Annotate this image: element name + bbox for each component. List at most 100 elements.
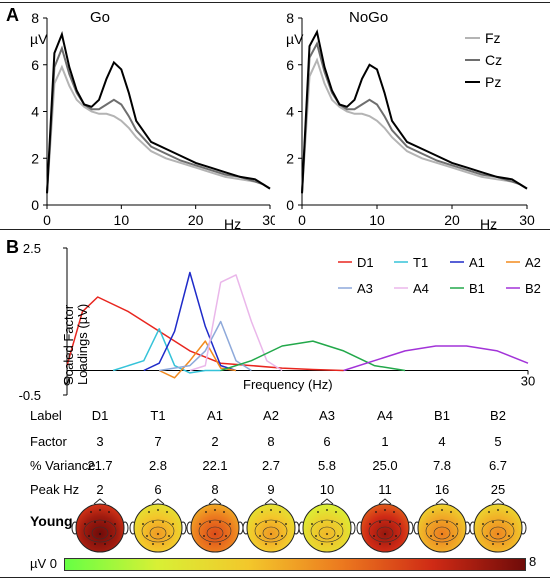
table-cell-peak: 9 bbox=[267, 482, 275, 497]
topomap-contour bbox=[481, 519, 515, 543]
topomap-electrode bbox=[219, 521, 221, 523]
table-cell-factor: 2 bbox=[211, 434, 219, 449]
factor-y-label: Scaled Factor Loadings (µV) bbox=[61, 301, 90, 385]
go-y-tick-label: 2 bbox=[31, 150, 39, 166]
topomap-head bbox=[133, 503, 183, 553]
table-cell-variance: 5.8 bbox=[317, 458, 337, 473]
topomap-electrode bbox=[393, 511, 395, 513]
topomap-electrode bbox=[162, 521, 164, 523]
legend-label-b2: B2 bbox=[525, 281, 541, 296]
topomap-electrode bbox=[432, 511, 434, 513]
table-cell-label: A3 bbox=[319, 408, 335, 423]
topomap-contour bbox=[376, 526, 394, 540]
go-y-tick-label: 8 bbox=[31, 10, 39, 26]
topomap-electrode bbox=[104, 543, 106, 545]
topomap-nose bbox=[491, 498, 505, 505]
table-row-label: Label D1 T1 A1 A2 A3 A4 B1 B2 bbox=[30, 408, 550, 430]
table-cell-peak: 2 bbox=[96, 482, 104, 497]
topomap-electrode bbox=[337, 535, 339, 537]
row-label-factor: Factor bbox=[30, 434, 67, 449]
topomap-electrode bbox=[492, 543, 494, 545]
topomap-electrode bbox=[441, 509, 443, 511]
table-cell-label: D1 bbox=[91, 408, 109, 423]
topomap-electrode bbox=[441, 533, 443, 535]
topomap-electrode bbox=[146, 535, 148, 537]
topomap-electrode bbox=[399, 523, 401, 525]
topomap-electrode bbox=[379, 521, 381, 523]
topomap-electrode bbox=[104, 521, 106, 523]
go-x-tick-label: 30 bbox=[262, 212, 275, 228]
legend-label-d1: D1 bbox=[357, 255, 374, 270]
legend-label-pz: Pz bbox=[485, 74, 501, 90]
topomap-electrode bbox=[203, 535, 205, 537]
topomap-contour bbox=[433, 526, 451, 540]
topomap-electrode bbox=[426, 523, 428, 525]
table-cell-factor: 3 bbox=[96, 434, 104, 449]
topomap-electrode bbox=[114, 523, 116, 525]
table-cell-peak: 25 bbox=[490, 482, 506, 497]
topomap-electrode bbox=[205, 511, 207, 513]
nogo-y-tick-label: 4 bbox=[286, 104, 294, 120]
topomap-head bbox=[473, 503, 523, 553]
topomap-electrode bbox=[209, 543, 211, 545]
nogo-y-tick-label: 2 bbox=[286, 150, 294, 166]
topomap-electrode bbox=[162, 543, 164, 545]
topomap-electrode bbox=[157, 509, 159, 511]
legend-label-a3: A3 bbox=[357, 281, 373, 296]
nogo-x-unit: Hz bbox=[480, 216, 497, 229]
topomap-electrode bbox=[94, 543, 96, 545]
top-border bbox=[0, 2, 550, 3]
go-x-tick-label: 10 bbox=[114, 212, 130, 228]
topomap-contour bbox=[83, 519, 117, 543]
topomap-electrode bbox=[229, 523, 231, 525]
topomap-electrode bbox=[90, 511, 92, 513]
topomap-nose bbox=[264, 498, 278, 505]
nogo-y-tick-label: 0 bbox=[286, 197, 294, 213]
legend-label-a4: A4 bbox=[413, 281, 429, 296]
topomap-electrode bbox=[110, 535, 112, 537]
topomap-b2 bbox=[469, 498, 527, 553]
topomap-electrode bbox=[311, 523, 313, 525]
topomap-electrode bbox=[384, 533, 386, 535]
topomap-electrode bbox=[265, 521, 267, 523]
topomap-electrode bbox=[436, 521, 438, 523]
topomap-electrode bbox=[497, 533, 499, 535]
table-cell-label: A1 bbox=[207, 408, 223, 423]
nogo-x-tick-label: 10 bbox=[369, 212, 385, 228]
topomap-electrode bbox=[430, 535, 432, 537]
topomap-nose bbox=[93, 498, 107, 505]
topomap-electrode bbox=[486, 535, 488, 537]
go-x-unit: Hz bbox=[224, 216, 241, 229]
legend-label-t1: T1 bbox=[413, 255, 428, 270]
table-cell-factor: 4 bbox=[438, 434, 446, 449]
topomap-electrode bbox=[223, 511, 225, 513]
topomap-contour bbox=[368, 519, 402, 543]
topomap-electrode bbox=[152, 521, 154, 523]
factor-series-b1 bbox=[220, 340, 406, 372]
topomap-electrode bbox=[88, 535, 90, 537]
panel-b-letter: B bbox=[6, 237, 19, 257]
table-cell-peak: 8 bbox=[211, 482, 219, 497]
legend-label-cz: Cz bbox=[485, 52, 502, 68]
topomap-a2 bbox=[242, 498, 300, 553]
topomap-electrode bbox=[321, 521, 323, 523]
topomap-nose bbox=[378, 498, 392, 505]
colorbar-min: 0 bbox=[49, 556, 58, 571]
topomap-electrode bbox=[172, 523, 174, 525]
factor-loadings-chart: -0.5 2.5 0 30 Scaled Factor Loadings (µV) F… bbox=[19, 241, 541, 403]
table-row-peak: Peak Hz 2 6 8 9 10 11 16 25 bbox=[30, 482, 550, 504]
topomap-electrode bbox=[326, 509, 328, 511]
group-label-young: Young bbox=[30, 513, 73, 529]
topomap-electrode bbox=[275, 543, 277, 545]
table-cell-variance: 21.7 bbox=[87, 458, 113, 473]
topomap-electrode bbox=[482, 523, 484, 525]
topomap-contour bbox=[254, 519, 288, 543]
table-cell-factor: 8 bbox=[267, 434, 275, 449]
topomap-electrode bbox=[379, 543, 381, 545]
table-cell-peak: 11 bbox=[378, 482, 392, 497]
table-cell-label: B2 bbox=[490, 408, 506, 423]
channel-legend: Fz Cz Pz bbox=[465, 30, 502, 90]
topomap-contour bbox=[149, 526, 167, 540]
nogo-chart: 0 2 4 6 8 0 10 20 30 NoGo µV Hz Fz Cz Pz bbox=[286, 9, 535, 229]
nogo-y-unit: µV bbox=[286, 31, 304, 47]
